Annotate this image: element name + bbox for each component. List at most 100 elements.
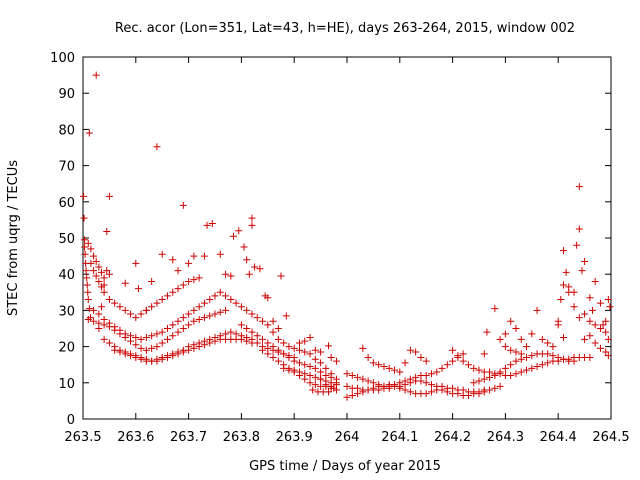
data-point [90,306,98,314]
data-point [248,310,256,318]
data-point [132,259,140,267]
data-point [174,285,182,293]
data-point [153,355,161,363]
data-point [116,330,124,338]
data-point [317,368,325,376]
data-point [163,292,171,300]
data-point [396,384,404,392]
data-point [195,315,203,323]
data-point [533,306,541,314]
data-point [578,267,586,275]
data-point [163,335,171,343]
data-point [148,277,156,285]
data-point [169,350,177,358]
data-point [285,366,293,374]
data-point [475,366,483,374]
data-point [153,330,161,338]
data-point [301,337,309,345]
data-point [475,377,483,385]
data-point [190,252,198,260]
x-tick-label: 264.2 [434,430,471,445]
data-point [132,314,140,322]
data-point [586,353,594,361]
data-point [604,352,612,360]
data-point [507,361,515,369]
data-point [259,317,267,325]
data-point [158,339,166,347]
data-point [90,252,98,260]
data-point [343,382,351,390]
data-point [274,325,282,332]
data-point [581,335,589,343]
data-point [100,274,108,282]
data-point [137,335,145,343]
data-point [253,339,261,347]
y-tick-label: 60 [58,196,75,211]
data-point [343,370,351,378]
data-point [142,334,150,342]
data-point [81,243,89,251]
chart-title: Rec. acor (Lon=351, Lat=43, h=HE), days … [115,21,575,36]
data-point [464,391,472,399]
data-point [100,335,108,343]
data-point [97,303,105,311]
data-point [132,353,140,361]
data-point [559,247,567,255]
data-point [232,299,240,307]
x-tick-label: 264.3 [487,430,524,445]
data-point [269,317,277,325]
data-point [185,321,193,329]
x-tick-label: 264 [335,430,360,445]
data-point [185,259,193,267]
y-tick-label: 80 [58,123,75,138]
y-tick-label: 90 [58,87,75,102]
data-point [422,357,430,365]
data-point [427,370,435,378]
data-point [501,364,509,372]
data-point [211,334,219,342]
data-point [559,334,567,342]
data-point [200,252,208,260]
data-point [84,315,92,323]
data-point [243,325,251,332]
data-point [391,366,399,374]
data-point [169,332,177,340]
data-point [264,339,272,347]
data-point [507,372,515,380]
data-point [306,334,314,342]
data-point [517,335,525,343]
data-point [512,370,520,378]
data-point [179,281,187,289]
data-point [422,372,430,380]
data-point [134,285,142,293]
data-point [454,352,462,360]
data-point [269,343,277,351]
data-point [306,363,314,371]
data-point [222,270,230,278]
data-point [343,393,351,401]
data-point [100,281,108,289]
data-point [100,288,108,296]
data-point [169,321,177,329]
x-tick-label: 264.4 [540,430,577,445]
data-point [354,373,362,381]
data-point [480,375,488,383]
data-point [190,306,198,314]
data-point [190,341,198,349]
data-point [259,346,267,354]
data-point [121,279,129,287]
data-point [80,214,88,222]
data-point [507,317,515,325]
x-tick-label: 263.9 [276,430,313,445]
data-point [557,296,565,304]
data-point [380,382,388,390]
data-point [306,372,314,380]
data-point [290,357,298,365]
y-tick-label: 100 [50,51,75,66]
data-point [277,272,285,280]
plot-axes [82,56,612,420]
data-point [80,192,88,200]
data-point [406,379,414,387]
data-point [412,348,420,356]
